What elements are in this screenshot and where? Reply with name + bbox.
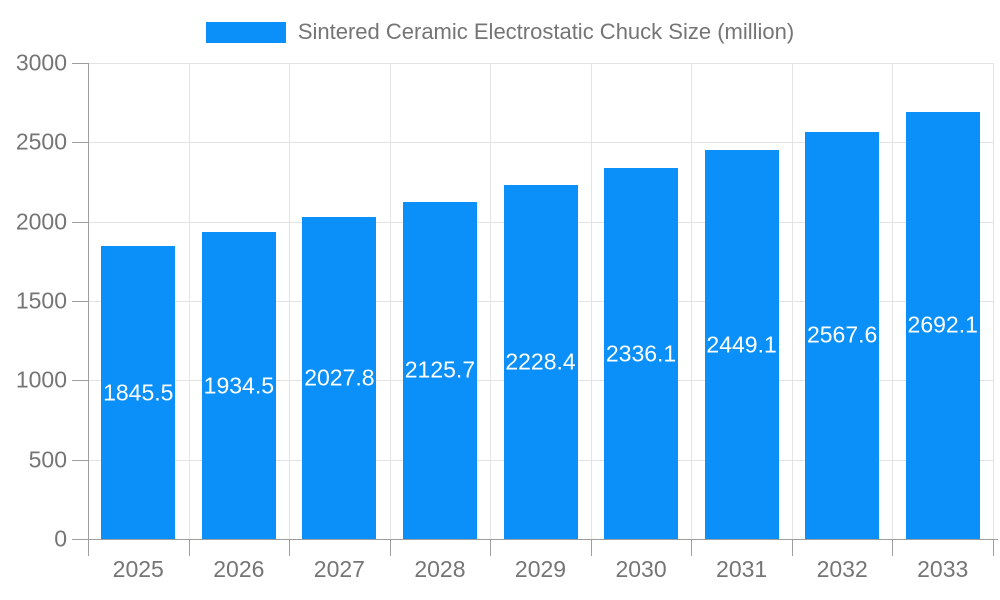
y-gridline	[88, 142, 993, 144]
x-gridline	[590, 63, 592, 539]
x-axis-label: 2033	[917, 556, 969, 582]
x-gridline	[791, 63, 793, 539]
x-axis-tick	[188, 539, 190, 556]
y-axis-label: 2000	[15, 208, 67, 235]
bar-value-label: 1845.5	[103, 379, 174, 406]
x-gridline	[188, 63, 190, 539]
x-axis-tick	[590, 539, 592, 556]
bar[interactable]	[503, 185, 578, 539]
y-axis-label: 1000	[15, 366, 67, 393]
x-axis-label: 2032	[816, 556, 868, 582]
y-axis-label: 1500	[15, 287, 67, 314]
bar-value-label: 2027.8	[304, 364, 375, 391]
x-gridline	[993, 63, 994, 539]
x-gridline	[389, 63, 391, 539]
bar[interactable]	[201, 232, 276, 539]
y-axis-tick	[72, 63, 88, 64]
x-axis-tick	[691, 539, 693, 556]
x-axis-label: 2028	[414, 556, 466, 582]
y-axis-tick	[72, 459, 88, 461]
x-axis-tick	[289, 539, 291, 556]
x-axis-label: 2026	[213, 556, 265, 582]
legend-label: Sintered Ceramic Electrostatic Chuck Siz…	[297, 19, 795, 44]
y-axis-tick	[72, 539, 88, 540]
y-axis-tick	[72, 380, 88, 382]
y-axis-label: 0	[54, 525, 67, 552]
y-axis-tick	[72, 221, 88, 223]
bar[interactable]	[604, 168, 679, 539]
x-axis-label: 2027	[313, 556, 365, 582]
y-gridline	[88, 63, 993, 64]
bar-value-label: 2567.6	[806, 321, 878, 348]
bar[interactable]	[805, 131, 880, 539]
bar[interactable]	[402, 201, 477, 539]
x-axis-label: 2031	[716, 556, 768, 582]
legend-swatch-icon	[205, 21, 286, 43]
bar-value-label: 2125.7	[404, 356, 476, 383]
bar-value-label: 1934.5	[203, 372, 275, 399]
y-axis-tick	[72, 142, 88, 144]
x-axis-tick	[490, 539, 492, 556]
x-gridline	[892, 63, 894, 539]
y-axis-label: 3000	[15, 49, 67, 76]
x-axis-line	[88, 539, 998, 540]
bar-value-label: 2692.1	[907, 311, 978, 338]
y-axis-label: 500	[28, 446, 67, 473]
bar[interactable]	[905, 111, 980, 539]
legend[interactable]: Sintered Ceramic Electrostatic Chuck Siz…	[0, 14, 1000, 50]
x-axis-label: 2030	[615, 556, 667, 582]
bar[interactable]	[704, 150, 779, 539]
x-axis-label: 2029	[514, 556, 567, 582]
x-axis-tick	[993, 539, 994, 556]
x-axis-tick	[88, 539, 89, 556]
y-axis-tick	[72, 301, 88, 302]
bar[interactable]	[302, 217, 377, 539]
y-axis-label: 2500	[15, 128, 67, 155]
bar[interactable]	[101, 246, 176, 539]
x-axis-tick	[791, 539, 793, 556]
x-gridline	[691, 63, 693, 539]
bar-value-label: 2449.1	[706, 331, 777, 358]
x-axis-tick	[389, 539, 391, 556]
bar-value-label: 2336.1	[605, 340, 677, 367]
x-gridline	[490, 63, 492, 539]
y-axis-line	[88, 63, 89, 539]
bar-value-label: 2228.4	[505, 348, 576, 375]
x-gridline	[289, 63, 291, 539]
x-axis-tick	[892, 539, 894, 556]
x-axis-label: 2025	[112, 556, 164, 582]
